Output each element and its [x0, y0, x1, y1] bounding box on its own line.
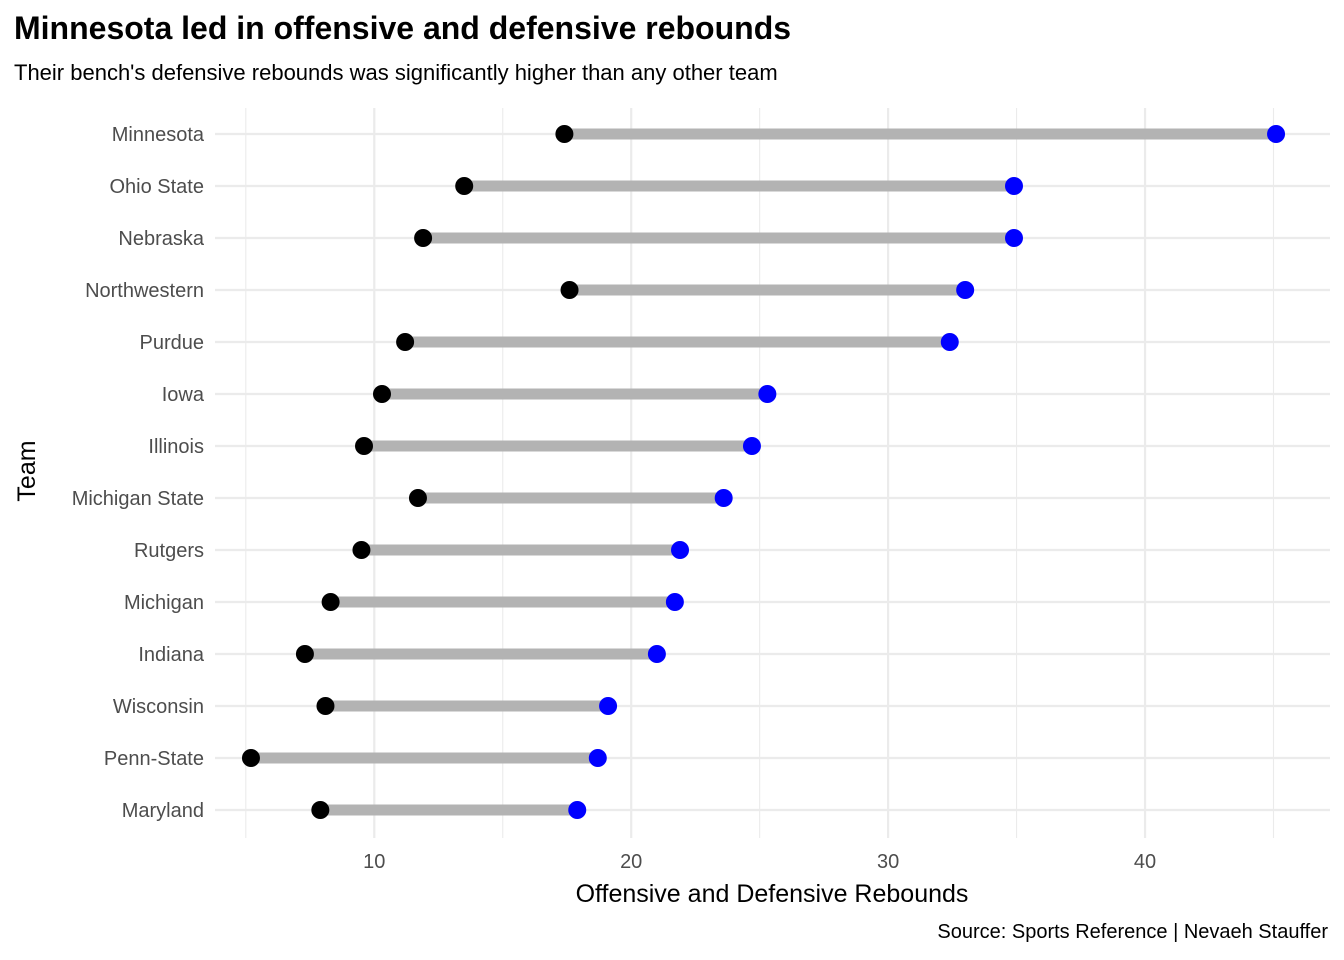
y-tick-label: Michigan State: [72, 488, 204, 510]
dumbbell-points: [241, 125, 1286, 819]
high-value-point: [1004, 229, 1023, 247]
x-axis-tick-labels: 10 20 30 40: [363, 851, 1156, 873]
y-tick-label: Ohio State: [109, 176, 204, 198]
y-tick-label: Minnesota: [112, 124, 205, 146]
grid-lines: [215, 108, 1330, 838]
x-axis-title: Offensive and Defensive Rebounds: [576, 880, 969, 908]
low-value-point: [355, 437, 374, 455]
y-tick-label: Maryland: [122, 800, 204, 822]
y-axis-title: Team: [13, 440, 41, 501]
chart-subtitle: Their bench's defensive rebounds was sig…: [14, 60, 778, 85]
high-value-point: [1004, 177, 1023, 195]
low-value-point: [321, 593, 340, 611]
source-caption: Source: Sports Reference | Nevaeh Stauff…: [937, 921, 1328, 943]
high-value-point: [1267, 125, 1286, 143]
high-value-point: [647, 645, 666, 663]
y-tick-label: Penn-State: [104, 748, 204, 770]
x-tick-label: 30: [877, 851, 899, 873]
high-value-point: [758, 385, 777, 403]
y-tick-label: Illinois: [148, 436, 204, 458]
y-tick-label: Iowa: [162, 384, 205, 406]
y-tick-label: Northwestern: [85, 280, 204, 302]
y-tick-label: Rutgers: [134, 540, 204, 562]
x-tick-label: 20: [620, 851, 642, 873]
high-value-point: [665, 593, 684, 611]
low-value-point: [408, 489, 427, 507]
y-tick-label: Wisconsin: [113, 696, 204, 718]
high-value-point: [956, 281, 975, 299]
low-value-point: [414, 229, 433, 247]
high-value-point: [742, 437, 761, 455]
y-tick-label: Nebraska: [118, 228, 204, 250]
y-tick-label: Purdue: [140, 332, 205, 354]
y-axis-tick-labels: Minnesota Ohio State Nebraska Northwestern P…: [72, 124, 205, 822]
y-tick-label: Indiana: [138, 644, 204, 666]
low-value-point: [295, 645, 314, 663]
high-value-point: [671, 541, 690, 559]
x-tick-label: 40: [1134, 851, 1156, 873]
dumbbell-segments: [250, 128, 1277, 816]
low-value-point: [241, 749, 260, 767]
x-tick-label: 10: [363, 851, 385, 873]
y-tick-label: Michigan: [124, 592, 204, 614]
high-value-point: [568, 801, 587, 819]
high-value-point: [940, 333, 959, 351]
low-value-point: [455, 177, 474, 195]
high-value-point: [599, 697, 618, 715]
low-value-point: [316, 697, 335, 715]
low-value-point: [560, 281, 579, 299]
chart-title: Minnesota led in offensive and defensive…: [14, 10, 792, 46]
low-value-point: [396, 333, 415, 351]
low-value-point: [372, 385, 391, 403]
high-value-point: [714, 489, 733, 507]
low-value-point: [352, 541, 371, 559]
low-value-point: [555, 125, 574, 143]
high-value-point: [588, 749, 607, 767]
low-value-point: [311, 801, 330, 819]
